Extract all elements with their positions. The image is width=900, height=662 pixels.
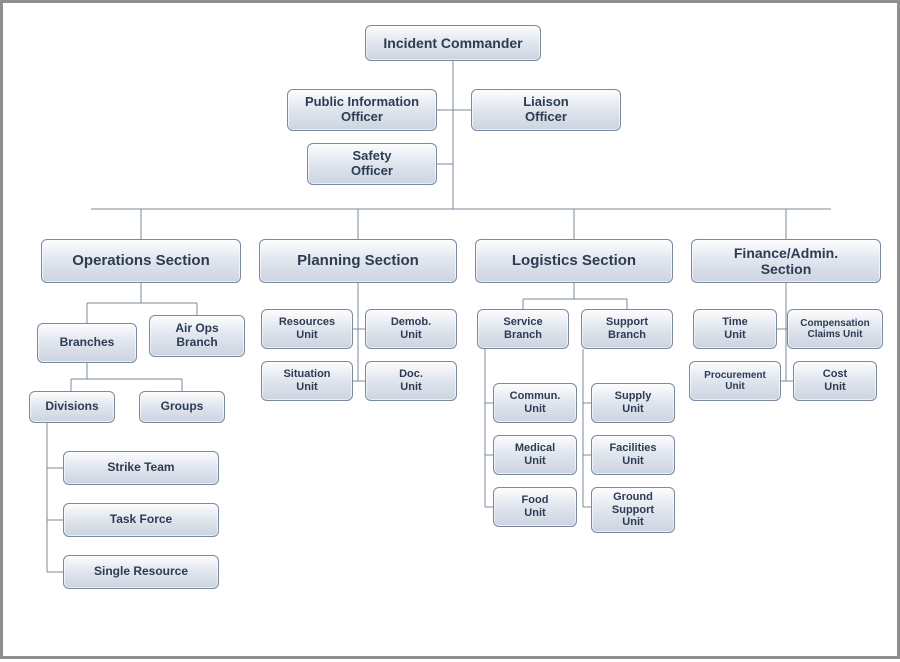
node-single: Single Resource — [63, 555, 219, 589]
node-procure: Procurement Unit — [689, 361, 781, 401]
node-groups: Groups — [139, 391, 225, 423]
node-service: Service Branch — [477, 309, 569, 349]
node-fin: Finance/Admin. Section — [691, 239, 881, 283]
node-support: Support Branch — [581, 309, 673, 349]
node-pio: Public Information Officer — [287, 89, 437, 131]
node-commun: Commun. Unit — [493, 383, 577, 423]
node-demob: Demob. Unit — [365, 309, 457, 349]
node-facilities: Facilities Unit — [591, 435, 675, 475]
node-medical: Medical Unit — [493, 435, 577, 475]
node-ground: Ground Support Unit — [591, 487, 675, 533]
node-comp: Compensation Claims Unit — [787, 309, 883, 349]
node-strike: Strike Team — [63, 451, 219, 485]
node-food: Food Unit — [493, 487, 577, 527]
node-task: Task Force — [63, 503, 219, 537]
node-time: Time Unit — [693, 309, 777, 349]
node-branches: Branches — [37, 323, 137, 363]
node-ops: Operations Section — [41, 239, 241, 283]
node-plan: Planning Section — [259, 239, 457, 283]
node-log: Logistics Section — [475, 239, 673, 283]
node-liaison: Liaison Officer — [471, 89, 621, 131]
node-cost: Cost Unit — [793, 361, 877, 401]
node-situation: Situation Unit — [261, 361, 353, 401]
node-divisions: Divisions — [29, 391, 115, 423]
node-supply: Supply Unit — [591, 383, 675, 423]
node-safety: Safety Officer — [307, 143, 437, 185]
node-resources: Resources Unit — [261, 309, 353, 349]
node-airops: Air Ops Branch — [149, 315, 245, 357]
node-ic: Incident Commander — [365, 25, 541, 61]
node-doc: Doc. Unit — [365, 361, 457, 401]
